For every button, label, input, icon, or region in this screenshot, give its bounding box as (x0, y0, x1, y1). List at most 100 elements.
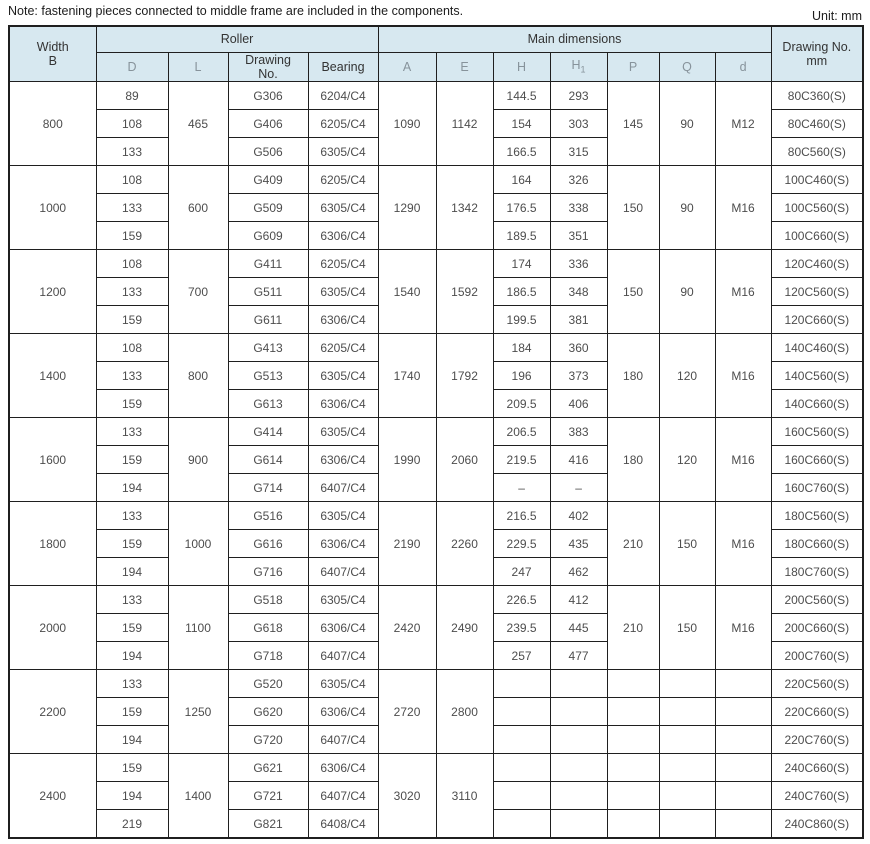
dim-h-cell: 184 (492, 333, 551, 363)
dim-h1-cell (549, 781, 608, 811)
dim-d-cell: M16 (714, 501, 772, 587)
dim-h1-cell: 435 (549, 529, 608, 559)
roller-l-cell: 600 (167, 165, 229, 251)
dim-h1-cell: 338 (549, 193, 608, 223)
roller-bearing-cell: 6306/C4 (307, 613, 379, 643)
roller-bearing-cell: 6205/C4 (307, 333, 379, 363)
roller-bearing-cell: 6306/C4 (307, 389, 379, 419)
header-width-b: Width B (8, 25, 97, 83)
header-roller: Roller (95, 25, 379, 53)
roller-d-cell: 194 (95, 641, 169, 671)
dim-h1-cell: 416 (549, 445, 608, 475)
drawing-code-cell: 220C760(S) (770, 725, 864, 755)
roller-d-cell: 133 (95, 193, 169, 223)
roller-d-cell: 108 (95, 165, 169, 195)
dim-h1-cell: 373 (549, 361, 608, 391)
dim-h-cell (492, 753, 551, 783)
dim-d-cell (714, 697, 772, 727)
roller-bearing-cell: 6305/C4 (307, 137, 379, 167)
drawing-code-cell: 80C560(S) (770, 137, 864, 167)
roller-drawing-cell: G413 (227, 333, 309, 363)
drawing-code-cell: 140C660(S) (770, 389, 864, 419)
roller-l-cell: 1400 (167, 753, 229, 839)
dim-a-cell: 2190 (377, 501, 437, 587)
roller-drawing-cell: G518 (227, 585, 309, 615)
dim-h-cell (492, 809, 551, 839)
dim-q-cell: 90 (658, 249, 716, 335)
drawing-code-cell: 140C460(S) (770, 333, 864, 363)
dim-p-cell (606, 725, 660, 755)
dim-e-cell: 1592 (435, 249, 494, 335)
roller-bearing-cell: 6305/C4 (307, 277, 379, 307)
dim-h-cell: 209.5 (492, 389, 551, 419)
drawing-code-cell: 160C560(S) (770, 417, 864, 447)
dim-h-cell: 239.5 (492, 613, 551, 643)
roller-d-cell: 108 (95, 333, 169, 363)
roller-drawing-cell: G716 (227, 557, 309, 587)
roller-d-cell: 159 (95, 753, 169, 783)
dim-a-cell: 3020 (377, 753, 437, 839)
dim-h1-cell: 381 (549, 305, 608, 335)
dim-a-cell: 1990 (377, 417, 437, 503)
roller-d-cell: 133 (95, 417, 169, 447)
dim-a-cell: 1290 (377, 165, 437, 251)
header-e: E (435, 51, 494, 83)
roller-bearing-cell: 6306/C4 (307, 305, 379, 335)
drawing-code-cell: 120C460(S) (770, 249, 864, 279)
dim-a-cell: 1090 (377, 81, 437, 167)
width-b-cell: 2200 (8, 669, 97, 755)
roller-bearing-cell: 6305/C4 (307, 417, 379, 447)
dim-q-cell: 120 (658, 333, 716, 419)
note-text: Note: fastening pieces connected to midd… (8, 4, 464, 18)
roller-bearing-cell: 6407/C4 (307, 557, 379, 587)
roller-drawing-cell: G720 (227, 725, 309, 755)
roller-d-cell: 159 (95, 445, 169, 475)
dim-q-cell: 120 (658, 417, 716, 503)
dim-h-cell: 247 (492, 557, 551, 587)
dim-q-cell (658, 781, 716, 811)
dim-p-cell (606, 781, 660, 811)
top-bar: Note: fastening pieces connected to midd… (8, 4, 862, 23)
header-h1-main: H (571, 58, 581, 73)
roller-drawing-cell: G714 (227, 473, 309, 503)
dim-h-cell (492, 781, 551, 811)
dim-h1-cell: 315 (549, 137, 608, 167)
roller-bearing-cell: 6205/C4 (307, 249, 379, 279)
roller-drawing-cell: G611 (227, 305, 309, 335)
header-d: D (95, 51, 169, 83)
dim-d-cell: M16 (714, 417, 772, 503)
roller-d-cell: 159 (95, 529, 169, 559)
dim-h-cell: 226.5 (492, 585, 551, 615)
dim-p-cell: 210 (606, 501, 660, 587)
roller-d-cell: 133 (95, 137, 169, 167)
table-row: 159 G614 6306/C4 219.5 416 160C660(S) (9, 445, 864, 475)
drawing-code-cell: 100C460(S) (770, 165, 864, 195)
roller-bearing-cell: 6204/C4 (307, 81, 379, 111)
drawing-code-cell: 120C660(S) (770, 305, 864, 335)
width-b-cell: 800 (8, 81, 97, 167)
roller-drawing-cell: G609 (227, 221, 309, 251)
dim-h1-cell (549, 697, 608, 727)
header-drawing-no: Drawing No. (227, 51, 309, 83)
header-main-dimensions: Main dimensions (377, 25, 772, 53)
dim-e-cell: 2060 (435, 417, 494, 503)
table-row: 800 89 465 G306 6204/C4 1090 1142 144.5 … (8, 81, 864, 167)
dim-h-cell: 206.5 (492, 417, 551, 447)
dim-q-cell (658, 753, 716, 783)
header-h1-subscript: 1 (580, 64, 586, 75)
table-row: 159 G618 6306/C4 239.5 445 200C660(S) (9, 613, 864, 643)
roller-drawing-cell: G616 (227, 529, 309, 559)
roller-bearing-cell: 6306/C4 (307, 445, 379, 475)
roller-d-cell: 89 (95, 81, 169, 111)
dim-h-cell: 144.5 (492, 81, 551, 111)
width-b-cell: 1800 (8, 501, 97, 587)
dim-h1-cell (549, 669, 608, 699)
table-row: 159 G620 6306/C4 220C660(S) (9, 697, 864, 727)
roller-d-cell: 194 (95, 781, 169, 811)
dim-h-cell (492, 725, 551, 755)
dim-e-cell: 1342 (435, 165, 494, 251)
header-d-thread: d (714, 51, 772, 83)
roller-l-cell: 800 (167, 333, 229, 419)
roller-drawing-cell: G621 (227, 753, 309, 783)
dim-q-cell: 150 (658, 585, 716, 671)
